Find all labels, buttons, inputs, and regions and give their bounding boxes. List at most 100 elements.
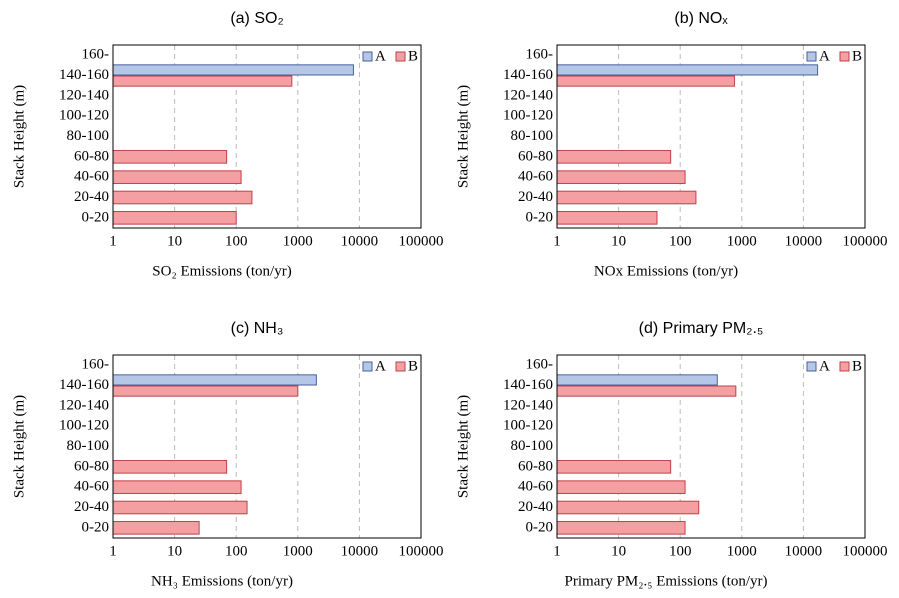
- bar: [556, 170, 686, 184]
- x-tick-label: 10000: [785, 543, 823, 559]
- legend-swatch: [395, 51, 406, 62]
- x-tick-label: 100000: [399, 233, 444, 249]
- x-tick-label: 10: [167, 543, 182, 559]
- legend-swatch: [839, 361, 850, 372]
- legend-swatch: [362, 361, 373, 372]
- x-tick-label: 1000: [283, 543, 313, 559]
- x-tick-label: 100: [225, 543, 248, 559]
- y-tick-label: 120-140: [59, 397, 109, 413]
- y-tick-label: 0-20: [526, 209, 554, 225]
- legend-label: B: [408, 358, 418, 374]
- y-tick-label: 100-120: [503, 418, 553, 434]
- x-tick-label: 10: [167, 233, 182, 249]
- x-tick-label: 10: [611, 543, 626, 559]
- legend-label: B: [408, 48, 418, 64]
- y-tick-label: 80-100: [67, 128, 110, 144]
- chart-title: (d) Primary PM₂.₅: [639, 320, 764, 337]
- y-tick-label: 20-40: [518, 189, 553, 205]
- legend-swatch: [806, 51, 817, 62]
- legend-swatch: [839, 51, 850, 62]
- bar: [112, 170, 242, 184]
- x-tick-label: 10000: [341, 233, 379, 249]
- legend-label: A: [375, 358, 386, 374]
- bar: [112, 385, 299, 397]
- bar: [112, 64, 354, 76]
- bar: [556, 64, 819, 76]
- bar: [112, 150, 228, 164]
- y-axis-label: Stack Height (m): [455, 85, 471, 188]
- bar: [556, 211, 658, 225]
- y-tick-label: 100-120: [59, 108, 109, 124]
- bar: [112, 521, 200, 535]
- bar: [556, 374, 718, 386]
- y-axis-label: Stack Height (m): [11, 395, 27, 498]
- x-tick-label: 1000: [727, 543, 757, 559]
- legend-label: A: [375, 48, 386, 64]
- plot-frame: [112, 354, 422, 539]
- x-tick-label: 1: [553, 543, 561, 559]
- y-tick-label: 140-160: [59, 67, 109, 83]
- y-tick-label: 0-20: [82, 209, 110, 225]
- bar: [112, 374, 317, 386]
- y-tick-label: 100-120: [503, 108, 553, 124]
- bar: [556, 75, 735, 87]
- bar: [556, 385, 737, 397]
- y-tick-label: 80-100: [511, 438, 554, 454]
- y-tick-label: 60-80: [518, 148, 553, 164]
- chart-title: (b) NOₓ: [674, 10, 728, 27]
- y-tick-label: 160-: [526, 357, 554, 373]
- bar: [112, 75, 293, 87]
- x-tick-label: 100000: [399, 543, 444, 559]
- legend-swatch: [395, 361, 406, 372]
- y-tick-label: 140-160: [503, 67, 553, 83]
- plot-frame: [556, 354, 866, 539]
- y-tick-label: 100-120: [59, 418, 109, 434]
- y-axis-label: Stack Height (m): [11, 85, 27, 188]
- x-tick-label: 1: [109, 543, 117, 559]
- y-tick-label: 0-20: [82, 519, 110, 535]
- bar: [556, 480, 686, 494]
- bar: [112, 460, 228, 474]
- bar: [112, 500, 248, 515]
- x-tick-label: 100000: [843, 543, 888, 559]
- legend-label: A: [819, 48, 830, 64]
- y-tick-label: 60-80: [518, 458, 553, 474]
- y-tick-label: 60-80: [74, 458, 109, 474]
- x-tick-label: 10: [611, 233, 626, 249]
- y-tick-label: 120-140: [503, 87, 553, 103]
- legend-swatch: [806, 361, 817, 372]
- y-tick-label: 40-60: [518, 169, 553, 185]
- y-tick-label: 0-20: [526, 519, 554, 535]
- x-tick-label: 1000: [283, 233, 313, 249]
- y-tick-label: 160-: [82, 357, 110, 373]
- x-tick-label: 10000: [341, 543, 379, 559]
- y-tick-label: 120-140: [503, 397, 553, 413]
- bar: [556, 150, 672, 164]
- y-tick-label: 80-100: [511, 128, 554, 144]
- x-tick-label: 1: [109, 233, 117, 249]
- y-tick-label: 20-40: [518, 499, 553, 515]
- y-axis-label: Stack Height (m): [455, 395, 471, 498]
- legend-label: B: [852, 48, 862, 64]
- y-tick-label: 140-160: [503, 377, 553, 393]
- bar: [112, 211, 237, 225]
- y-tick-label: 160-: [526, 47, 554, 63]
- x-axis-label: NH₃ Emissions (ton/yr): [151, 573, 293, 589]
- bar: [112, 480, 242, 494]
- y-tick-label: 40-60: [518, 479, 553, 495]
- x-tick-label: 100000: [843, 233, 888, 249]
- bar: [556, 500, 700, 515]
- legend-swatch: [362, 51, 373, 62]
- x-tick-label: 100: [669, 543, 692, 559]
- plot-frame: [556, 44, 866, 229]
- x-tick-label: 100: [669, 233, 692, 249]
- x-axis-label: SO₂ Emissions (ton/yr): [152, 263, 291, 279]
- y-tick-label: 20-40: [74, 499, 109, 515]
- x-tick-label: 1: [553, 233, 561, 249]
- plot-frame: [112, 44, 422, 229]
- bar: [112, 190, 253, 205]
- legend-label: B: [852, 358, 862, 374]
- x-tick-label: 100: [225, 233, 248, 249]
- y-tick-label: 60-80: [74, 148, 109, 164]
